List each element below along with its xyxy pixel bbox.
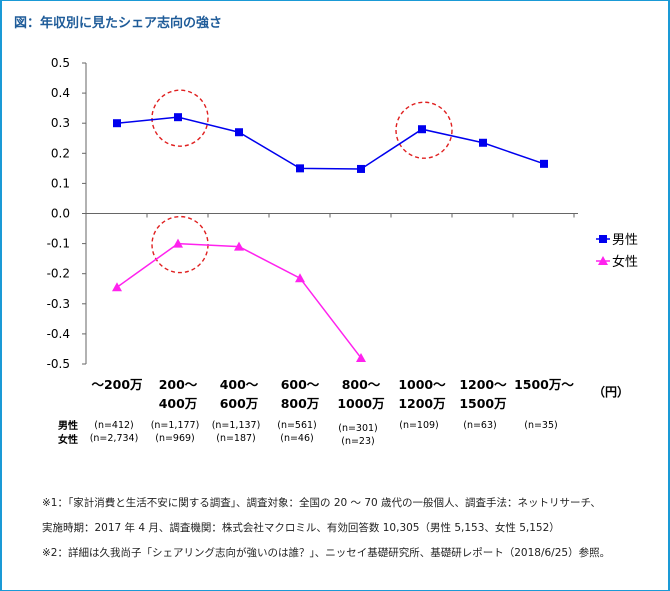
female-sample-size: (n=23): [341, 436, 374, 447]
y-tick-label: 0.5: [51, 56, 70, 70]
x-category-label: 600万: [220, 396, 259, 411]
legend-label: 男性: [612, 233, 638, 248]
x-category-label: 200～: [159, 377, 198, 392]
highlight-circle: [395, 101, 453, 159]
legend-marker-female: [598, 256, 608, 265]
y-tick-label: 0.3: [51, 116, 70, 130]
data-point-male: [296, 164, 304, 173]
y-tick-label: 0.0: [51, 207, 70, 221]
line-chart: 0.5 0.4 0.3 0.2 0.1 0.0 -0.1 -0.2 -0.3 -0.4 -0.5 男性…: [47, 56, 638, 447]
sample-label-female: 女性: [58, 433, 78, 446]
x-category-label: 400～: [220, 377, 259, 392]
y-tick-label: -0.5: [47, 357, 70, 371]
data-point-female: [234, 241, 244, 251]
x-category-label: ～200万: [91, 377, 142, 392]
male-sample-size: (n=63): [463, 420, 496, 431]
legend-marker-male: [599, 235, 607, 243]
data-point-male: [174, 113, 182, 122]
female-sample-size: (n=969): [155, 433, 195, 444]
footnote-2: ※2：詳細は久我尚子「シェアリング志向が強いのは誰？」、ニッセイ基礎研究所、基礎…: [42, 547, 611, 559]
data-point-male: [357, 164, 365, 173]
male-sample-size: (n=1,137): [212, 420, 261, 431]
y-tick-label: -0.2: [47, 267, 70, 281]
data-point-male: [540, 159, 548, 168]
data-point-male: [113, 119, 121, 128]
male-sample-size: (n=109): [399, 420, 439, 431]
male-sample-size: (n=35): [524, 420, 557, 431]
male-sample-size: (n=1,177): [151, 420, 200, 431]
x-category-label: 600～: [281, 377, 320, 392]
data-point-female: [356, 352, 366, 362]
male-sample-size: (n=301): [338, 423, 378, 434]
y-tick-label: 0.1: [51, 176, 70, 190]
x-category-label: 1000万: [337, 396, 384, 411]
x-category-label: 1500万: [459, 396, 506, 411]
data-point-female: [112, 282, 122, 292]
male-sample-size: (n=561): [277, 420, 317, 431]
sample-label-male: 男性: [58, 419, 78, 432]
y-tick-label: 0.4: [51, 86, 70, 100]
x-unit-label: （円）: [593, 384, 629, 399]
footnotes: ※1：「家計消費と生活不安に関する調査」、調査対象：全国の 20 ～ 70 歳代…: [42, 491, 652, 566]
female-sample-size: (n=46): [280, 433, 313, 444]
data-point-female: [295, 273, 305, 283]
footnote-1-cont: 実施時期：2017 年 4 月、調査機関：株式会社マクロミル、有効回答数 10,…: [42, 522, 560, 534]
male-sample-size: (n=412): [94, 420, 134, 431]
series-line-male: [116, 116, 545, 170]
x-category-label: 1000～: [398, 377, 446, 392]
data-point-male: [235, 128, 243, 137]
x-category-label: 1200万: [398, 396, 445, 411]
x-category-label: 800万: [281, 396, 320, 411]
series-line-female: [116, 242, 362, 359]
data-point-female: [173, 238, 183, 248]
data-point-male: [479, 138, 487, 147]
figure-title: 図：年収別に見たシェア志向の強さ: [14, 16, 223, 31]
y-tick-label: 0.2: [51, 146, 70, 160]
highlight-circle: [151, 89, 209, 147]
legend-label: 女性: [612, 254, 638, 270]
female-sample-size: (n=2,734): [90, 433, 139, 444]
data-point-male: [418, 125, 426, 134]
x-category-label: 400万: [159, 396, 198, 411]
x-category-label: 800～: [342, 377, 381, 392]
y-tick-label: -0.4: [47, 327, 70, 341]
y-tick-label: -0.3: [47, 297, 70, 311]
footnote-1: ※1：「家計消費と生活不安に関する調査」、調査対象：全国の 20 ～ 70 歳代…: [42, 497, 601, 509]
x-category-label: 1500万～: [514, 377, 574, 392]
female-sample-size: (n=187): [216, 433, 256, 444]
y-tick-label: -0.1: [47, 237, 70, 251]
x-category-label: 1200～: [459, 377, 507, 392]
